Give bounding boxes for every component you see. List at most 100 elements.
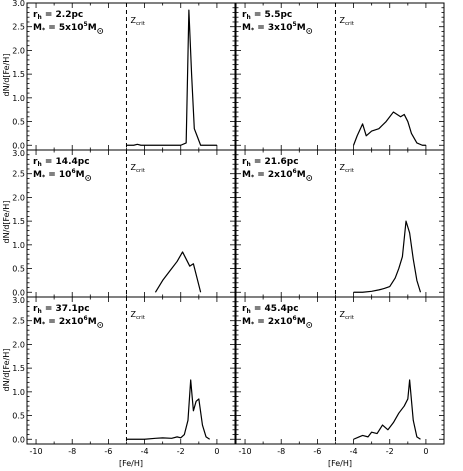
mass-symbol: M [242, 317, 251, 327]
mass-annotation: M* = 2x106M [242, 168, 306, 181]
zcrit-label: Zcrit [339, 16, 354, 27]
y-tick-label: 1.5 [12, 364, 25, 373]
rh-annotation: rh = 37.1pc [33, 304, 90, 315]
mass-unit: M [76, 170, 85, 180]
solar-symbol-icon [85, 175, 92, 181]
mass-annotation: M* = 2x106M [33, 315, 97, 328]
x-tick-label: 0 [423, 447, 428, 456]
y-tick-label: 1.0 [12, 241, 25, 250]
zcrit-subscript: crit [345, 168, 355, 174]
solar-symbol-icon [97, 28, 104, 34]
solar-symbol-dot [308, 177, 310, 179]
y-tick-label: 0.5 [12, 118, 25, 127]
panel-5: 0.0 0.5 1.0 1.5 2.0 2.5 3.0 -10 -8 -6 -4 -2 0 Zcrit rh… [12, 296, 236, 456]
rh-subscript: h [37, 161, 41, 168]
rh-subscript: h [37, 14, 41, 21]
mass-value: = 10 [45, 170, 71, 180]
zcrit-label: Zcrit [130, 163, 145, 174]
series-line [154, 251, 202, 293]
mass-symbol: M [242, 23, 251, 33]
rh-annotation: rh = 14.4pc [33, 157, 90, 168]
mass-value: = 2x10 [254, 317, 292, 327]
mass-exponent: 6 [71, 168, 75, 175]
y-axis-label-top: dN/d[Fe/H] [2, 54, 11, 97]
mass-annotation: M* = 2x106M [242, 315, 306, 328]
mass-subscript: * [251, 27, 255, 34]
solar-symbol-dot [99, 30, 101, 32]
mass-value: = 5x10 [45, 23, 83, 33]
rh-symbol: r [33, 157, 38, 167]
rh-value: = 21.6pc [251, 157, 299, 167]
x-tick-label: -6 [104, 447, 112, 456]
x-tick-label: -2 [386, 447, 394, 456]
x-tick-label: 0 [214, 447, 219, 456]
mass-exponent: 6 [293, 168, 297, 175]
rh-symbol: r [33, 10, 38, 20]
mass-subscript: * [42, 321, 46, 328]
rh-subscript: h [246, 161, 250, 168]
x-tick-label: -8 [277, 447, 285, 456]
series-line [126, 9, 217, 146]
mass-annotation: M* = 106M [33, 168, 85, 181]
y-axis-label-middle: dN/d[Fe/H] [2, 201, 11, 244]
mass-subscript: * [42, 174, 46, 181]
zcrit-subscript: crit [345, 315, 355, 321]
zcrit-label: Zcrit [130, 16, 145, 27]
rh-annotation: rh = 21.6pc [242, 157, 299, 168]
x-axis-label-left: [Fe/H] [119, 459, 143, 468]
rh-subscript: h [37, 308, 41, 315]
rh-value: = 5.5pc [251, 10, 293, 20]
x-tick-label: -8 [68, 447, 76, 456]
solar-symbol-dot [308, 30, 310, 32]
solar-symbol-dot [87, 177, 89, 179]
x-tick-label: -2 [177, 447, 185, 456]
mass-symbol: M [242, 170, 251, 180]
panel-frame [235, 296, 445, 445]
mass-unit: M [297, 170, 306, 180]
zcrit-subscript: crit [345, 21, 355, 27]
y-tick-label: 1.5 [12, 217, 25, 226]
mass-symbol: M [33, 170, 42, 180]
solar-symbol-icon [306, 322, 313, 328]
rh-symbol: r [242, 10, 247, 20]
mass-exponent: 6 [293, 315, 297, 322]
mass-unit: M [297, 317, 306, 327]
solar-symbol-icon [97, 322, 104, 328]
solar-symbol-dot [308, 324, 310, 326]
mass-symbol: M [33, 317, 42, 327]
mass-annotation: M* = 5x105M [33, 21, 97, 34]
solar-symbol-icon [306, 28, 313, 34]
mass-subscript: * [251, 321, 255, 328]
y-tick-label: 3.0 [12, 149, 25, 158]
mass-subscript: * [251, 174, 255, 181]
zcrit-subscript: crit [136, 168, 146, 174]
rh-symbol: r [242, 304, 247, 314]
y-tick-label: 1.0 [12, 388, 25, 397]
rh-value: = 2.2pc [42, 10, 84, 20]
mass-exponent: 5 [84, 21, 88, 28]
y-tick-label: 1.0 [12, 94, 25, 103]
y-axis-label-bottom: dN/d[Fe/H] [2, 349, 11, 392]
x-tick-label: -6 [313, 447, 321, 456]
mass-subscript: * [42, 27, 46, 34]
mass-value: = 2x10 [45, 317, 83, 327]
y-tick-label: 1.5 [12, 70, 25, 79]
y-tick-label: 2.0 [12, 340, 25, 349]
y-tick-label: 3.0 [12, 0, 25, 8]
mass-symbol: M [33, 23, 42, 33]
mass-exponent: 5 [293, 21, 297, 28]
mass-annotation: M* = 3x105M [242, 21, 306, 34]
y-tick-label: 0.5 [12, 265, 25, 274]
panel-3: 0.0 0.5 1.0 1.5 2.0 2.5 3.0 Zcrit rh = 14.4pcM* … [12, 149, 236, 298]
solar-symbol-dot [99, 324, 101, 326]
mass-value: = 3x10 [254, 23, 292, 33]
mass-unit: M [88, 317, 97, 327]
zcrit-label: Zcrit [130, 310, 145, 321]
series-line [353, 379, 421, 440]
series-line [353, 111, 426, 146]
y-tick-label: 0.0 [12, 288, 25, 297]
y-tick-label: 2.5 [12, 23, 25, 32]
